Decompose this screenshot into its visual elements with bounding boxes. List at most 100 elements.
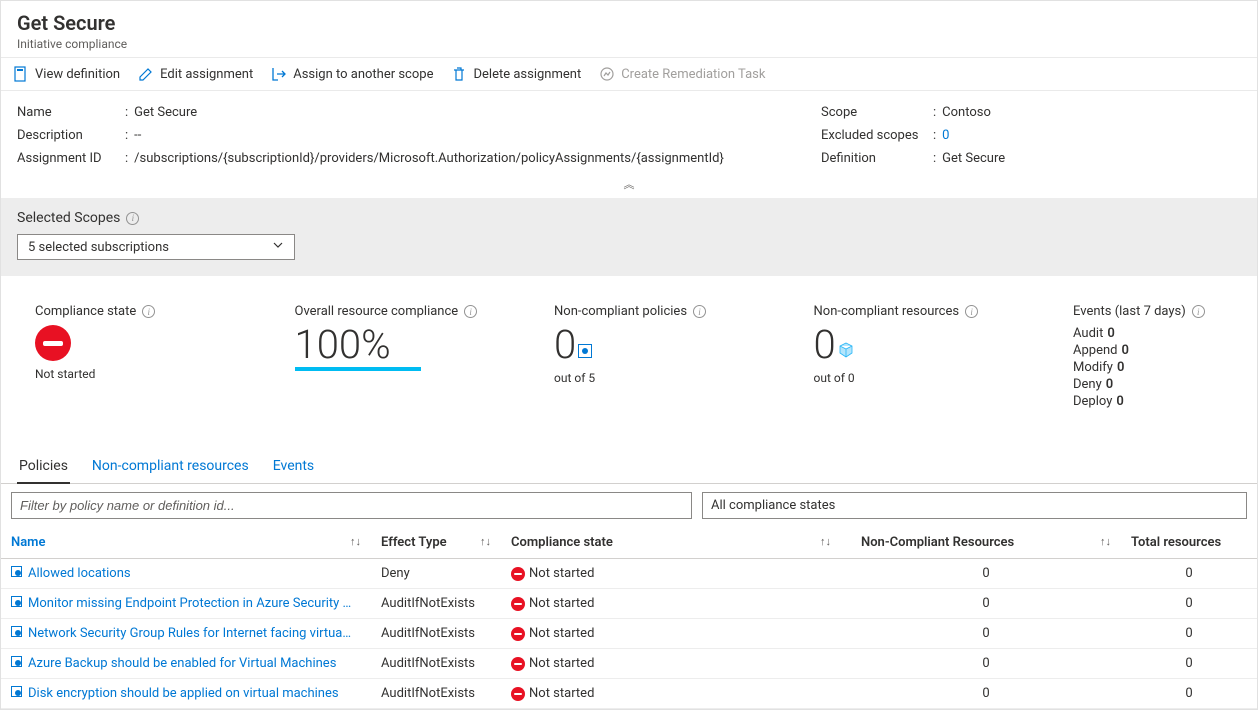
page-title: Get Secure [17, 11, 1241, 35]
compliance-state-cell: Not started [501, 589, 851, 619]
policy-filter-input[interactable] [11, 492, 692, 519]
total-count-cell: 0 [1121, 559, 1257, 589]
effect-type-cell: Deny [371, 559, 501, 589]
stat-compliance-state: Compliance statei Not started [35, 304, 295, 410]
info-icon[interactable]: i [965, 305, 978, 318]
policy-icon [11, 566, 22, 581]
scopes-dropdown[interactable]: 5 selected subscriptions [17, 234, 295, 260]
policy-name-link[interactable]: Azure Backup should be enabled for Virtu… [28, 656, 336, 671]
compliance-state-value: Not started [35, 367, 295, 381]
event-row: Append0 [1073, 342, 1223, 359]
selected-scopes-label: Selected Scopes i [17, 210, 1241, 226]
edit-assignment-button[interactable]: Edit assignment [138, 66, 253, 82]
not-started-icon [511, 627, 525, 641]
total-count-cell: 0 [1121, 649, 1257, 679]
info-icon[interactable]: i [1192, 305, 1205, 318]
policy-name-link[interactable]: Monitor missing Endpoint Protection in A… [28, 596, 351, 611]
assign-scope-button[interactable]: Assign to another scope [271, 66, 433, 82]
col-noncompliant-resources[interactable]: Non-Compliant Resources↑↓ [851, 527, 1121, 559]
event-row: Audit0 [1073, 325, 1223, 342]
effect-type-cell: AuditIfNotExists [371, 589, 501, 619]
policy-icon [578, 325, 592, 365]
tab-policies[interactable]: Policies [17, 450, 70, 484]
noncompliant-count-cell: 0 [851, 649, 1121, 679]
total-count-cell: 0 [1121, 619, 1257, 649]
compliance-state-cell: Not started [501, 559, 851, 589]
col-name[interactable]: Name↑↓ [1, 527, 371, 559]
nc-policies-value: 0 [554, 325, 814, 365]
pencil-icon [138, 66, 154, 82]
event-row: Modify0 [1073, 359, 1223, 376]
stat-overall-compliance: Overall resource compliancei 100% [295, 304, 555, 410]
tab-events[interactable]: Events [271, 450, 316, 484]
arrow-right-icon [271, 66, 287, 82]
tab-noncompliant-resources[interactable]: Non-compliant resources [90, 450, 251, 484]
detail-definition: Definition:Get Secure [821, 147, 1241, 170]
effect-type-cell: AuditIfNotExists [371, 619, 501, 649]
policy-name-link[interactable]: Network Security Group Rules for Interne… [28, 626, 351, 641]
policy-name-link[interactable]: Disk encryption should be applied on vir… [28, 686, 339, 701]
detail-excluded-scopes: Excluded scopes:0 [821, 124, 1241, 147]
not-started-icon [35, 325, 71, 361]
detail-name: Name:Get Secure [17, 101, 781, 124]
detail-assignment-id: Assignment ID:/subscriptions/{subscripti… [17, 147, 781, 170]
selected-scopes-panel: Selected Scopes i 5 selected subscriptio… [1, 198, 1257, 276]
table-row[interactable]: Disk encryption should be applied on vir… [1, 679, 1257, 709]
overall-compliance-value: 100% [295, 325, 421, 371]
info-icon[interactable]: i [693, 305, 706, 318]
table-row[interactable]: Monitor missing Endpoint Protection in A… [1, 589, 1257, 619]
col-compliance-state[interactable]: Compliance state↑↓ [501, 527, 851, 559]
excluded-scopes-link[interactable]: 0 [942, 128, 949, 143]
toolbar-label: Edit assignment [160, 67, 253, 82]
table-row[interactable]: Allowed locations Deny Not started 0 0 [1, 559, 1257, 589]
compliance-state-filter[interactable]: All compliance states [702, 492, 1247, 519]
sort-icon: ↑↓ [480, 535, 491, 548]
detail-description: Description:-- [17, 124, 781, 147]
stat-noncompliant-policies: Non-compliant policiesi 0 out of 5 [554, 304, 814, 410]
total-count-cell: 0 [1121, 679, 1257, 709]
policy-icon [11, 656, 22, 671]
toolbar-label: View definition [35, 67, 120, 82]
noncompliant-count-cell: 0 [851, 589, 1121, 619]
sort-icon: ↑↓ [1100, 535, 1111, 548]
info-icon[interactable]: i [126, 212, 139, 225]
table-row[interactable]: Network Security Group Rules for Interne… [1, 619, 1257, 649]
sort-icon: ↑↓ [820, 535, 831, 548]
delete-assignment-button[interactable]: Delete assignment [451, 66, 581, 82]
sort-icon: ↑↓ [350, 535, 361, 548]
toolbar-label: Create Remediation Task [621, 67, 765, 82]
stat-events: Events (last 7 days)i Audit0Append0Modif… [1073, 304, 1223, 410]
command-bar: View definition Edit assignment Assign t… [1, 57, 1257, 91]
not-started-icon [511, 657, 525, 671]
col-effect-type[interactable]: Effect Type↑↓ [371, 527, 501, 559]
effect-type-cell: AuditIfNotExists [371, 649, 501, 679]
policy-name-link[interactable]: Allowed locations [28, 566, 131, 581]
noncompliant-count-cell: 0 [851, 679, 1121, 709]
definition-icon [13, 66, 29, 82]
event-row: Deny0 [1073, 376, 1223, 393]
cube-icon [838, 325, 854, 341]
nc-resources-value: 0 [814, 325, 1074, 365]
collapse-toggle[interactable]: ︽ [1, 174, 1257, 198]
noncompliant-count-cell: 0 [851, 559, 1121, 589]
not-started-icon [511, 687, 525, 701]
remediation-icon [599, 66, 615, 82]
total-count-cell: 0 [1121, 589, 1257, 619]
info-icon[interactable]: i [464, 305, 477, 318]
table-row[interactable]: Azure Backup should be enabled for Virtu… [1, 649, 1257, 679]
col-total-resources[interactable]: Total resources [1121, 527, 1257, 559]
trash-icon [451, 66, 467, 82]
noncompliant-count-cell: 0 [851, 619, 1121, 649]
compliance-state-cell: Not started [501, 649, 851, 679]
stats-panel: Compliance statei Not started Overall re… [1, 276, 1257, 420]
detail-scope: Scope:Contoso [821, 101, 1241, 124]
view-definition-button[interactable]: View definition [13, 66, 120, 82]
page-subtitle: Initiative compliance [17, 37, 1241, 51]
not-started-icon [511, 567, 525, 581]
toolbar-label: Assign to another scope [293, 67, 433, 82]
compliance-state-cell: Not started [501, 679, 851, 709]
info-icon[interactable]: i [142, 305, 155, 318]
effect-type-cell: AuditIfNotExists [371, 679, 501, 709]
tabs: Policies Non-compliant resources Events [1, 450, 1257, 484]
policy-icon [11, 686, 22, 701]
